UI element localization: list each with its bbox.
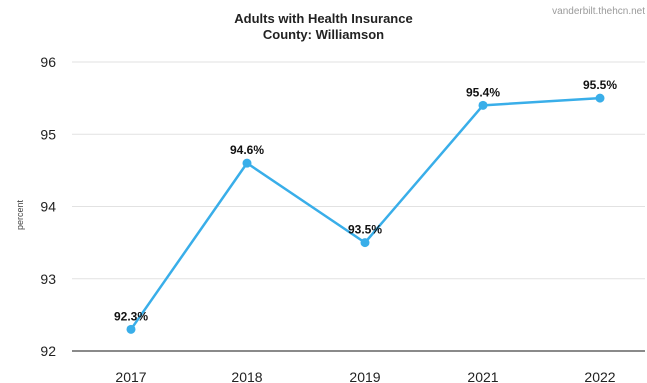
y-tick-label: 92 [40, 343, 56, 359]
data-label: 93.5% [348, 223, 382, 237]
x-tick-label: 2022 [584, 369, 615, 383]
data-label: 94.6% [230, 143, 264, 157]
data-label: 95.4% [466, 85, 500, 99]
x-tick-label: 2019 [349, 369, 380, 383]
y-tick-label: 93 [40, 271, 56, 287]
data-point [479, 101, 488, 110]
data-point [127, 325, 136, 334]
series-line [131, 98, 600, 329]
data-point [361, 238, 370, 247]
x-tick-label: 2021 [467, 369, 498, 383]
y-tick-label: 95 [40, 126, 56, 142]
x-tick-label: 2017 [115, 369, 146, 383]
data-point [596, 94, 605, 103]
data-label: 92.3% [114, 309, 148, 323]
y-tick-label: 94 [40, 199, 56, 215]
data-label: 95.5% [583, 78, 617, 92]
y-tick-label: 96 [40, 54, 56, 70]
data-point [243, 159, 252, 168]
x-tick-label: 2018 [231, 369, 262, 383]
